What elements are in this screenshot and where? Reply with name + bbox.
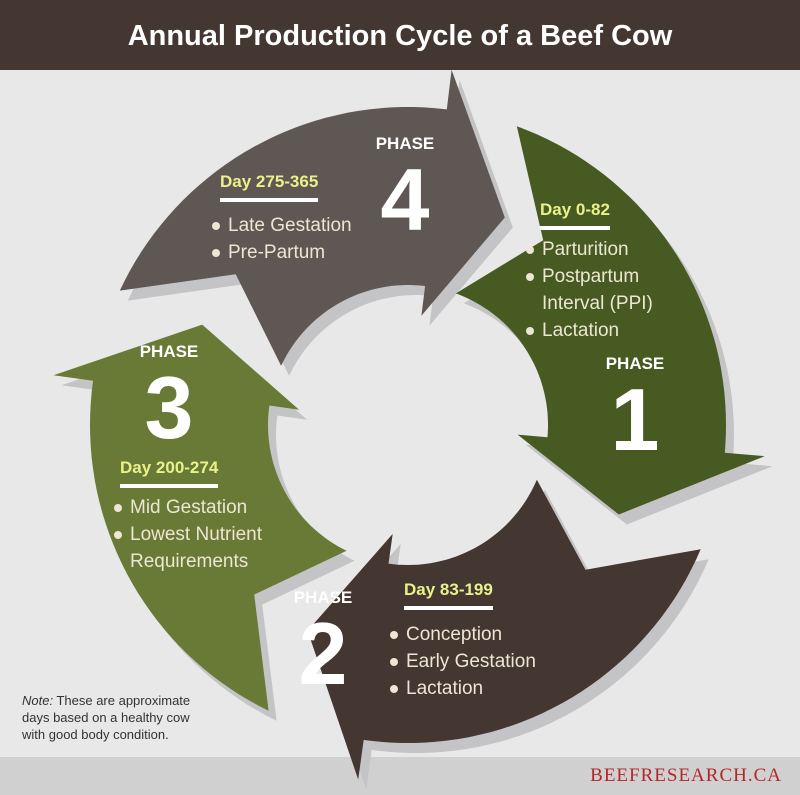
phase-number: 4: [380, 150, 430, 249]
phase-number: 1: [610, 370, 660, 469]
phase-3-days: Day 200-274: [120, 458, 219, 488]
note-prefix: Note:: [22, 693, 54, 708]
brand-logo: BEEFRESEARCH.CA: [590, 765, 782, 786]
list-item: Conception: [388, 621, 536, 648]
list-item: Mid Gestation: [112, 494, 292, 521]
footnote: Note: These are approximate days based o…: [22, 692, 212, 743]
phase-3-list: Mid Gestation Lowest Nutrient Requiremen…: [112, 494, 292, 575]
phase-label: PHASE: [293, 588, 353, 607]
note-text: These are approximate days based on a he…: [22, 693, 191, 742]
list-item: Early Gestation: [388, 648, 536, 675]
list-item: Lactation: [524, 317, 664, 344]
phase-1-list: Parturition Postpartum Interval (PPI) La…: [524, 236, 664, 344]
list-item: Pre-Partum: [210, 239, 352, 266]
phase-3-arrow: [53, 324, 347, 711]
phase-2-list: Conception Early Gestation Lactation: [388, 621, 536, 702]
phase-4-arrow: [119, 69, 505, 366]
phase-4-days: Day 275-365: [220, 172, 319, 202]
list-item: Lowest Nutrient Requirements: [112, 521, 292, 575]
phase-4-heading: PHASE 4: [372, 134, 438, 246]
phase-label: PHASE: [139, 342, 199, 361]
list-item: Postpartum Interval (PPI): [524, 263, 664, 317]
phase-4-list: Late Gestation Pre-Partum: [210, 212, 352, 266]
phase-1-days: Day 0-82: [540, 200, 610, 230]
list-item: Parturition: [524, 236, 664, 263]
list-item: Late Gestation: [210, 212, 352, 239]
page-title: Annual Production Cycle of a Beef Cow: [0, 0, 800, 70]
phase-label: PHASE: [375, 134, 435, 153]
phase-3-heading: PHASE 3: [134, 342, 204, 454]
footer: BEEFRESEARCH.CA: [0, 757, 800, 795]
phase-2-heading: PHASE 2: [288, 588, 358, 700]
phase-label: PHASE: [605, 354, 665, 373]
list-item: Lactation: [388, 675, 536, 702]
phase-2-days: Day 83-199: [404, 580, 493, 610]
phase-1-arrow: [455, 126, 765, 515]
phase-2-arrow: [307, 479, 701, 780]
phase-number: 2: [298, 604, 348, 703]
phase-1-heading: PHASE 1: [600, 354, 670, 466]
phase-number: 3: [144, 358, 194, 457]
